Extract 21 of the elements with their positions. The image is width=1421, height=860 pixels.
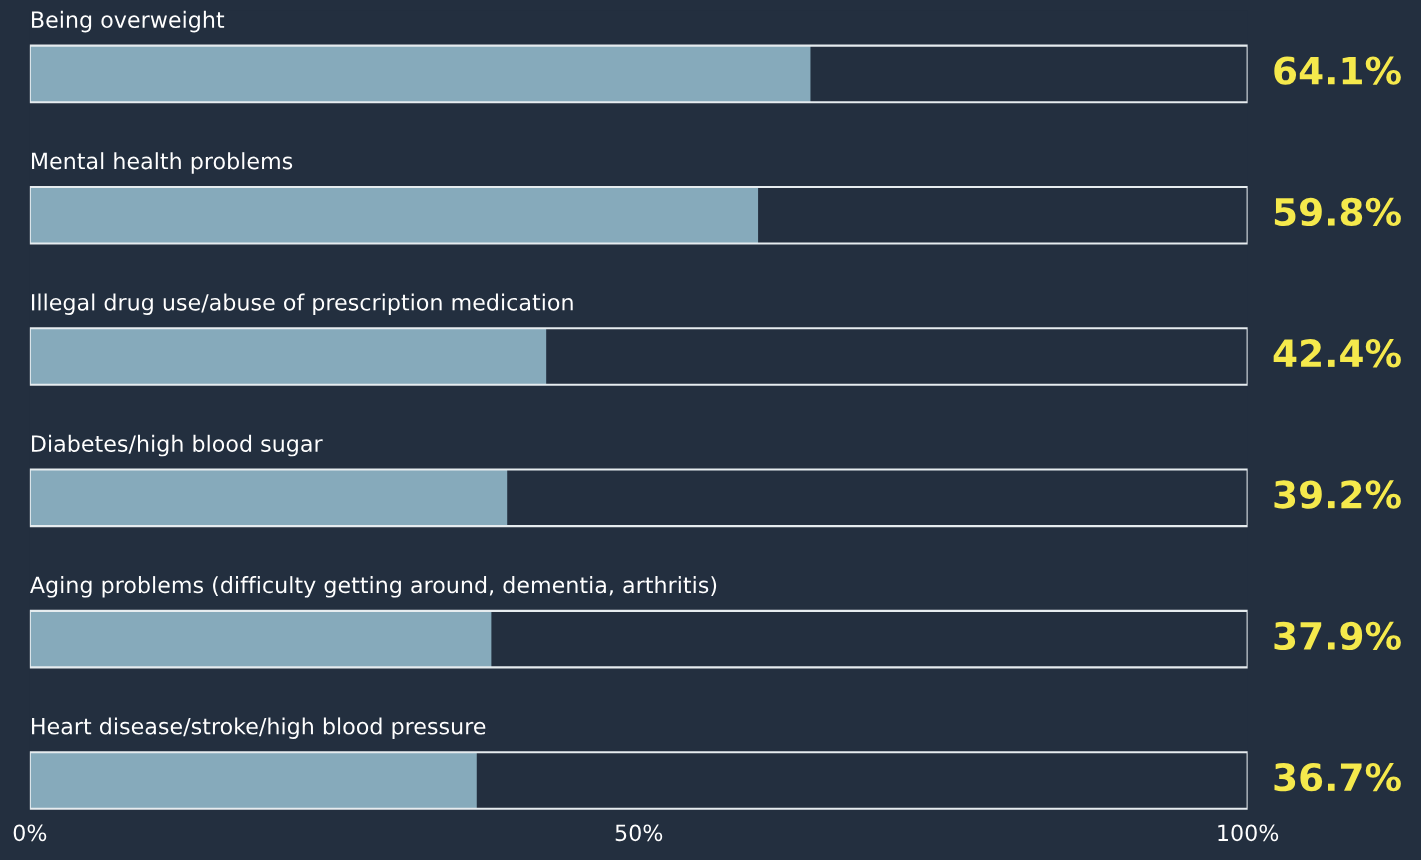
y-tick-label: Being overweight [32,10,225,33]
x-tick-label: 100% [1218,824,1279,842]
y-tick-label: Illegal drug use/abuse of prescription medication [32,293,573,315]
y-tick-label: Diabetes/high blood sugar [32,434,323,457]
y-tick-label: Aging problems (difficulty getting around, dementia, arthritis) [30,576,717,598]
y-tick-label: Heart disease/stroke/high blood pressure [32,717,486,739]
x-tick-label: 50% [615,824,663,842]
y-tick-label: Mental health problems [32,152,293,174]
bar [29,469,508,527]
data-label: 39.2% [1274,480,1401,509]
x-tick-label: 0% [13,824,47,842]
bar [29,752,477,809]
bar [29,45,811,103]
data-label: 64.1% [1274,56,1401,85]
bar [29,610,492,668]
data-label: 59.8% [1274,197,1401,227]
bar [29,186,759,244]
bar [29,328,547,385]
data-label: 42.4% [1273,339,1401,368]
data-label: 37.9% [1274,621,1401,651]
data-label: 36.7% [1274,762,1401,792]
